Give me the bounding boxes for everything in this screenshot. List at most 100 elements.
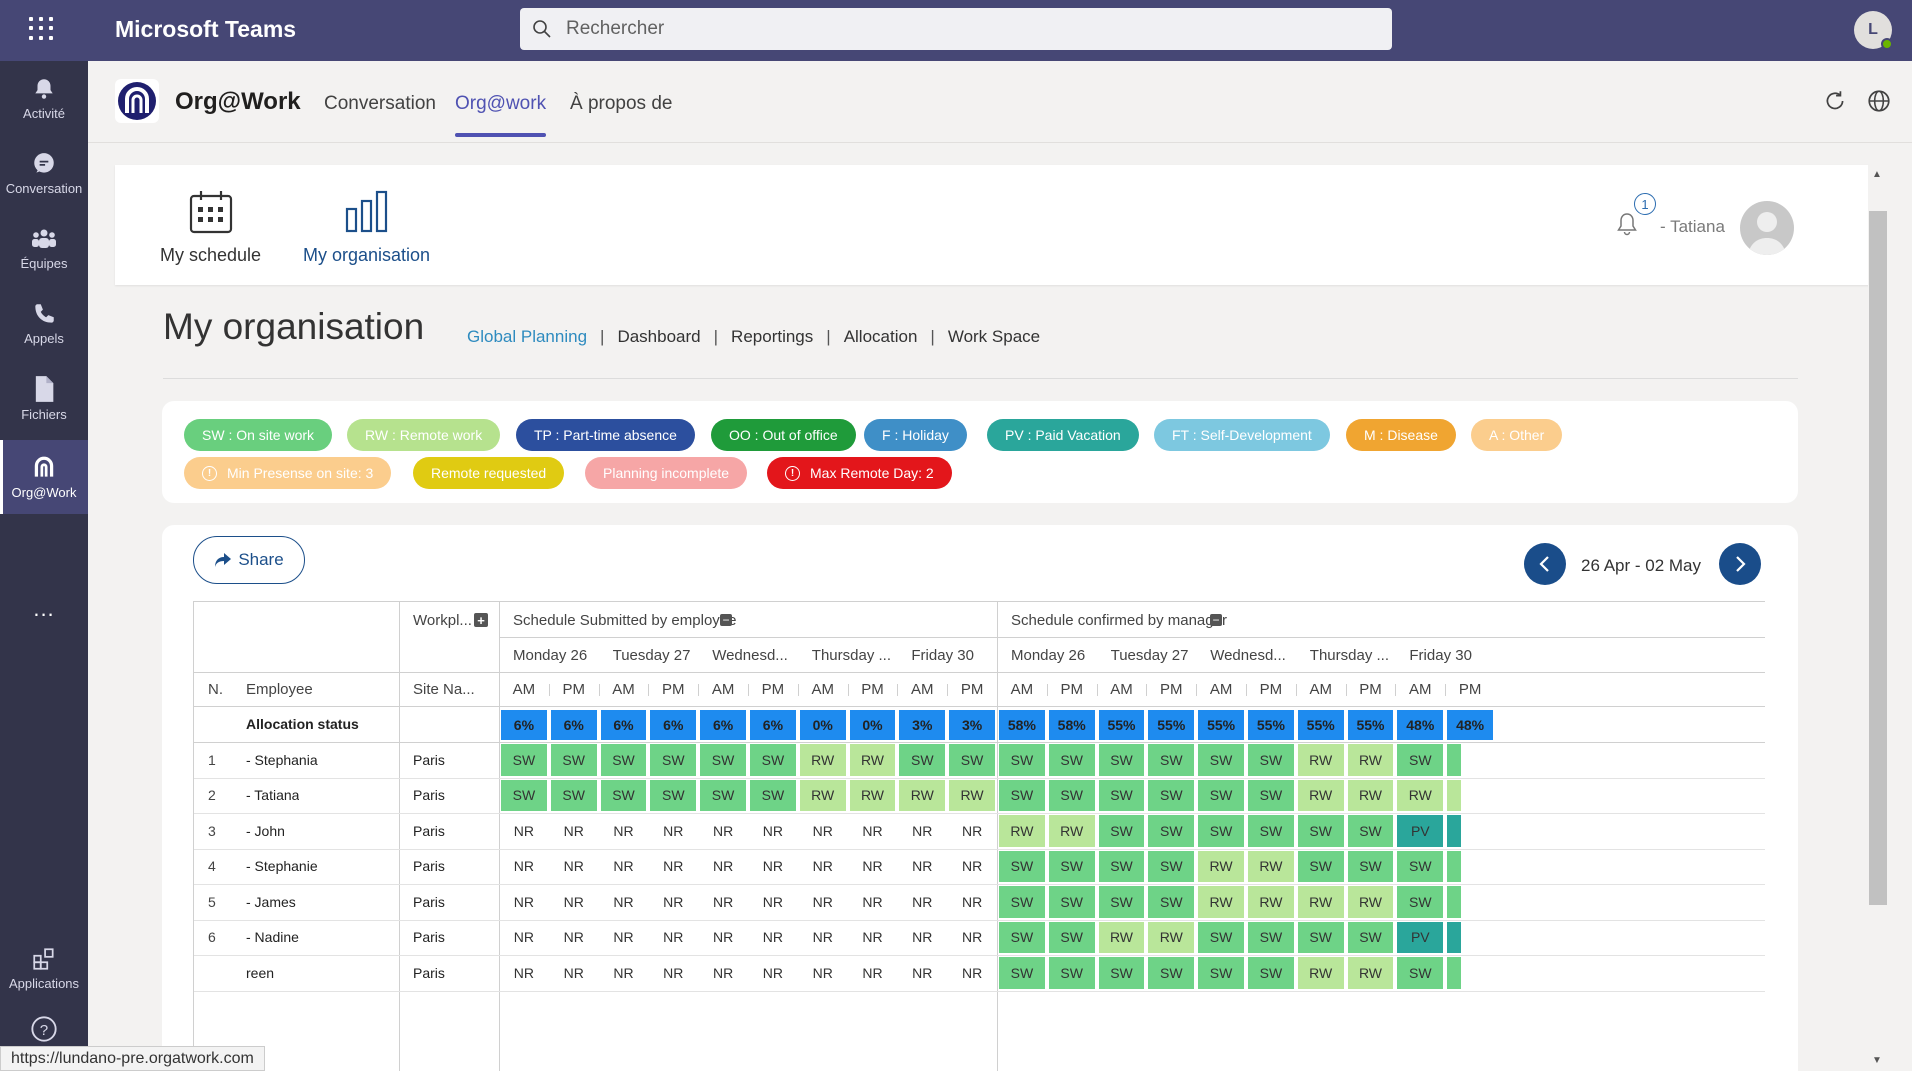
schedule-cell[interactable]: RW <box>1248 886 1294 918</box>
schedule-cell[interactable]: RW <box>799 779 846 811</box>
schedule-cell[interactable]: NR <box>912 964 933 981</box>
schedule-cell[interactable]: NR <box>812 858 833 875</box>
schedule-cell[interactable]: RW <box>1397 779 1444 811</box>
schedule-cell[interactable]: SW <box>1248 815 1294 847</box>
schedule-cell[interactable]: NR <box>961 822 983 839</box>
schedule-cell[interactable]: RW <box>1198 850 1244 882</box>
schedule-cell[interactable]: SW <box>1397 957 1444 989</box>
schedule-cell[interactable]: SW <box>1148 815 1195 847</box>
rail-item-activity[interactable]: Activité <box>0 61 88 135</box>
schedule-cell[interactable]: RW <box>799 744 846 776</box>
schedule-cell[interactable]: SW <box>1048 886 1095 918</box>
schedule-cell[interactable]: NR <box>563 893 584 910</box>
schedule-cell-partial[interactable] <box>1447 957 1462 989</box>
schedule-cell-partial[interactable] <box>1447 779 1462 811</box>
schedule-cell[interactable]: NR <box>762 822 784 839</box>
schedule-cell-partial[interactable] <box>1447 921 1462 953</box>
page-scrollbar[interactable]: ▲ ▼ <box>1868 165 1888 1071</box>
schedule-cell[interactable]: RW <box>1347 886 1394 918</box>
notification-bell-icon[interactable] <box>1615 211 1639 237</box>
schedule-cell[interactable]: SW <box>1248 744 1294 776</box>
schedule-cell-partial[interactable] <box>1447 850 1462 882</box>
previous-week-button[interactable] <box>1524 543 1566 585</box>
employee-name[interactable]: - Tatiana <box>246 787 300 804</box>
schedule-cell[interactable]: SW <box>1098 779 1145 811</box>
schedule-cell[interactable]: RW <box>1148 921 1195 953</box>
schedule-cell[interactable]: RW <box>1297 744 1344 776</box>
schedule-cell[interactable]: RW <box>1098 921 1145 953</box>
employee-name[interactable]: - Stephania <box>246 751 318 768</box>
schedule-cell[interactable]: NR <box>812 929 833 946</box>
schedule-cell[interactable]: SW <box>1297 850 1344 882</box>
schedule-cell[interactable]: SW <box>1198 957 1244 989</box>
schedule-cell[interactable]: SW <box>700 744 746 776</box>
schedule-cell[interactable]: SW <box>650 744 697 776</box>
schedule-cell[interactable]: SW <box>501 744 547 776</box>
subnav-global-planning[interactable]: Global Planning <box>467 327 588 346</box>
schedule-cell[interactable]: RW <box>1248 850 1294 882</box>
my-organisation-button[interactable]: My organisation <box>303 189 430 266</box>
schedule-cell[interactable]: SW <box>550 779 597 811</box>
scrollbar-thumb[interactable] <box>1869 211 1887 905</box>
user-avatar[interactable] <box>1740 201 1794 255</box>
schedule-cell[interactable]: SW <box>501 779 547 811</box>
schedule-cell[interactable]: SW <box>999 886 1045 918</box>
schedule-cell[interactable]: NR <box>513 929 535 946</box>
schedule-cell[interactable]: SW <box>1397 886 1444 918</box>
schedule-cell[interactable]: NR <box>862 964 883 981</box>
expand-plus-icon[interactable]: + <box>474 613 488 627</box>
search-input[interactable]: Rechercher <box>566 18 665 39</box>
schedule-cell[interactable]: SW <box>1048 921 1095 953</box>
schedule-cell[interactable]: SW <box>1098 850 1145 882</box>
schedule-cell[interactable]: NR <box>613 822 634 839</box>
schedule-cell[interactable]: RW <box>1297 957 1344 989</box>
schedule-cell[interactable]: NR <box>862 893 883 910</box>
schedule-cell[interactable]: RW <box>1347 779 1394 811</box>
schedule-cell[interactable]: NR <box>862 929 883 946</box>
schedule-cell-partial[interactable] <box>1447 886 1462 918</box>
schedule-cell[interactable]: NR <box>862 822 883 839</box>
schedule-cell[interactable]: NR <box>961 964 983 981</box>
schedule-cell[interactable]: RW <box>949 779 995 811</box>
schedule-cell[interactable]: SW <box>1347 850 1394 882</box>
schedule-cell[interactable]: NR <box>663 893 684 910</box>
profile-avatar[interactable]: L <box>1854 11 1893 50</box>
schedule-cell[interactable]: NR <box>513 964 535 981</box>
schedule-cell[interactable]: RW <box>1347 957 1394 989</box>
schedule-cell[interactable]: NR <box>663 822 684 839</box>
schedule-cell[interactable]: NR <box>912 929 933 946</box>
schedule-cell[interactable]: NR <box>663 929 684 946</box>
schedule-cell[interactable]: PV <box>1397 921 1444 953</box>
employee-name[interactable]: - James <box>246 893 296 910</box>
share-button[interactable]: Share <box>193 536 305 584</box>
help-icon[interactable]: ? <box>0 1006 88 1056</box>
schedule-cell-partial[interactable] <box>1447 815 1462 847</box>
subnav-reportings[interactable]: Reportings <box>731 327 814 346</box>
schedule-cell[interactable]: NR <box>712 929 734 946</box>
search-box[interactable]: Rechercher <box>520 8 1392 50</box>
schedule-cell[interactable]: NR <box>663 858 684 875</box>
schedule-cell[interactable]: SW <box>700 779 746 811</box>
schedule-cell[interactable]: SW <box>1248 957 1294 989</box>
scroll-down-icon[interactable]: ▼ <box>1872 1055 1882 1066</box>
schedule-cell[interactable]: SW <box>1397 744 1444 776</box>
tab-about[interactable]: À propos de <box>570 93 673 114</box>
schedule-cell[interactable]: PV <box>1397 815 1444 847</box>
schedule-cell[interactable]: SW <box>1148 744 1195 776</box>
schedule-cell[interactable]: NR <box>862 858 883 875</box>
refresh-icon[interactable] <box>1822 88 1848 114</box>
schedule-cell[interactable]: RW <box>1048 815 1095 847</box>
schedule-cell[interactable]: SW <box>1098 744 1145 776</box>
schedule-cell[interactable]: NR <box>513 822 535 839</box>
schedule-cell[interactable]: SW <box>1198 815 1244 847</box>
schedule-cell[interactable]: SW <box>1098 957 1145 989</box>
rail-item-chat[interactable]: Conversation <box>0 136 88 210</box>
schedule-cell[interactable]: NR <box>812 893 833 910</box>
schedule-cell[interactable]: RW <box>849 779 896 811</box>
schedule-cell[interactable]: NR <box>912 822 933 839</box>
workplace-header[interactable]: Workpl... <box>413 611 472 629</box>
schedule-cell[interactable]: NR <box>812 822 833 839</box>
schedule-cell[interactable]: RW <box>1297 779 1344 811</box>
subnav-allocation[interactable]: Allocation <box>843 327 918 346</box>
employee-name[interactable]: reen <box>246 964 275 981</box>
